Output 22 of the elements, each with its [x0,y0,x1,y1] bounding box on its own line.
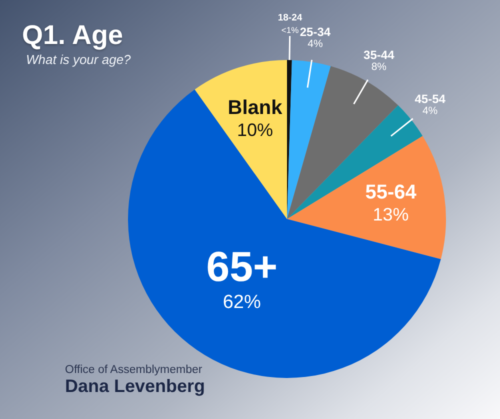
slice-label: 18-24 [278,12,303,24]
pie-slice [287,136,446,260]
slice-label: Blank [228,97,284,120]
data-label: 8% [371,60,386,73]
pie-slice [287,60,331,219]
data-label: <1% [281,25,300,36]
data-label: 4% [308,38,323,50]
pie-slice [194,60,287,219]
text: Office of Assemblymember [65,363,202,377]
text: What is your age? [26,52,131,68]
data-label: 10% [237,120,274,140]
pie-slice [287,105,423,219]
text: Dana Levenberg [65,376,206,397]
slice-label: 45-54 [414,92,446,106]
data-label: 4% [422,104,438,117]
slice-label: 35-44 [364,48,395,62]
data-label: 62% [222,292,261,313]
slice-label: 65+ [206,242,278,290]
chart-title: Q1. Age [22,19,124,51]
slice-label: 55-64 [365,182,418,204]
slice-label: 25-34 [300,25,331,40]
data-label: 13% [372,204,409,225]
